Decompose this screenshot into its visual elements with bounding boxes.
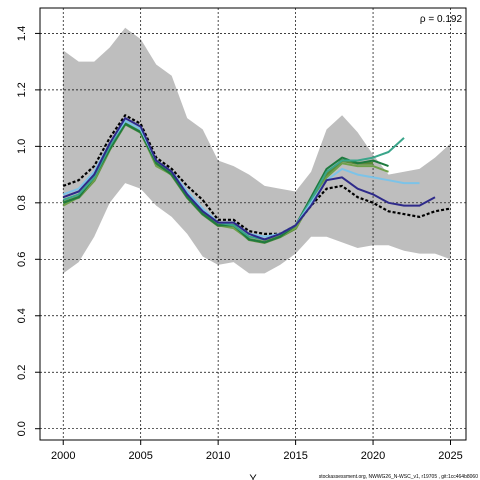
series-lines <box>62 114 451 244</box>
plot-frame <box>39 7 467 441</box>
x-tick-label: 2015 <box>283 450 307 462</box>
y-tick-label: 0.0 <box>16 421 28 436</box>
series-line-7 <box>62 117 436 241</box>
x-tick-label: 2020 <box>361 450 385 462</box>
series-line-1 <box>62 114 451 235</box>
confidence-band <box>63 27 451 274</box>
grid <box>40 8 466 440</box>
x-tick-label: 2025 <box>438 450 462 462</box>
x-axis: 2000 2005 2010 2015 2020 2025 <box>51 440 463 462</box>
y-tick-label: 0.8 <box>16 195 28 210</box>
y-axis: 0.0 0.2 0.4 0.6 0.8 1.0 1.2 1.4 <box>16 26 40 436</box>
x-axis-label: Y <box>249 473 257 480</box>
rho-annotation: ρ = 0.192 <box>420 14 463 25</box>
y-tick-label: 1.4 <box>16 26 28 41</box>
y-tick-label: 1.0 <box>16 139 28 154</box>
confidence-band-area <box>63 27 451 274</box>
y-tick-label: 0.4 <box>16 308 28 323</box>
y-tick-label: 0.2 <box>16 365 28 380</box>
y-tick-label: 0.6 <box>16 252 28 267</box>
footer-note: stockassessment.org, NWWG26_N-WSC_v1, r1… <box>319 474 478 480</box>
series-line-4 <box>62 122 389 244</box>
x-tick-label: 2010 <box>206 450 230 462</box>
x-tick-label: 2000 <box>51 450 75 462</box>
y-tick-label: 1.2 <box>16 82 28 97</box>
x-tick-label: 2005 <box>128 450 152 462</box>
